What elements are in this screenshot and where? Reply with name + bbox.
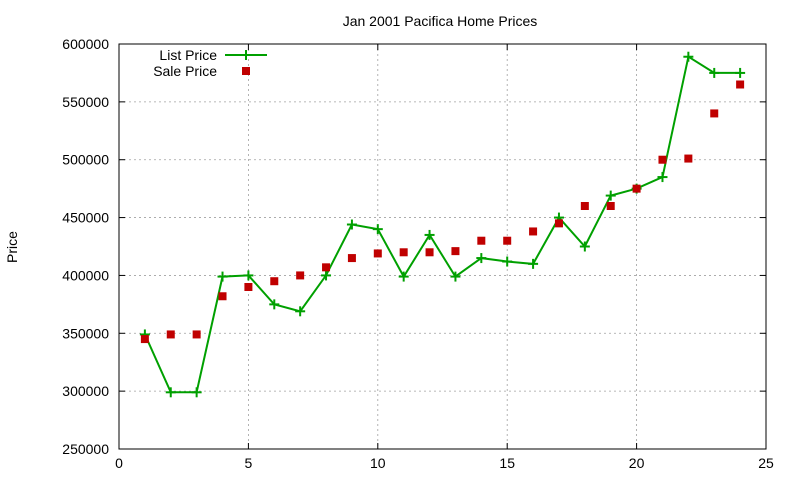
sale-price-point [425, 248, 434, 257]
list-price-point [191, 387, 202, 398]
y-tick-label: 250000 [62, 441, 109, 457]
y-tick-label: 400000 [62, 267, 109, 283]
sale-price-point [296, 271, 305, 280]
list-price-point [243, 270, 254, 281]
list-price-point [217, 271, 228, 282]
y-tick-label: 450000 [62, 210, 109, 226]
sale-price-point [529, 227, 538, 236]
legend-marker-list-price [241, 50, 251, 60]
sale-price-point [192, 330, 201, 339]
sale-price-point [140, 335, 149, 344]
list-price-point [346, 219, 357, 230]
sale-price-point [684, 154, 693, 163]
sale-price-point [270, 277, 279, 286]
y-tick-label: 300000 [62, 383, 109, 399]
sale-price-point [710, 109, 719, 118]
legend-label-sale-price: Sale Price [153, 63, 217, 79]
list-price-point [683, 51, 694, 62]
list-price-point [709, 67, 720, 78]
sale-price-point [658, 155, 667, 164]
x-tick-label: 10 [370, 455, 386, 471]
legend: List Price Sale Price [153, 47, 267, 79]
list-price-point [476, 253, 487, 264]
sale-price-point [606, 202, 615, 210]
x-tick-label: 5 [245, 455, 253, 471]
sale-price-point [632, 184, 641, 193]
x-tick-label: 25 [758, 455, 774, 471]
list-price-point [398, 271, 409, 282]
sale-price-point [322, 263, 331, 272]
x-tick-label: 15 [499, 455, 515, 471]
series-line-list-price [143, 55, 741, 394]
list-price-point [321, 270, 332, 281]
sale-price-point [477, 236, 486, 245]
chart-title: Jan 2001 Pacifica Home Prices [343, 13, 538, 29]
list-price-point [502, 256, 513, 267]
sale-price-point [218, 292, 227, 301]
y-tick-label: 550000 [62, 94, 109, 110]
list-price-point [528, 258, 539, 269]
sale-price-point [166, 330, 175, 339]
list-price-point [735, 67, 746, 78]
y-tick-label: 350000 [62, 325, 109, 341]
legend-label-list-price: List Price [159, 47, 217, 63]
list-price-point [424, 229, 435, 240]
list-price-point [605, 190, 616, 201]
series-layer [139, 51, 746, 398]
list-price-point [165, 387, 176, 398]
sale-price-point [373, 249, 382, 258]
sale-price-point [399, 248, 408, 257]
sale-price-point [244, 283, 253, 291]
sale-price-point [580, 202, 589, 210]
grid [119, 44, 766, 449]
sale-price-point [347, 254, 356, 263]
list-price-point [579, 241, 590, 252]
sale-price-point [736, 80, 745, 89]
sale-price-point [451, 247, 460, 256]
list-price-point [657, 172, 668, 183]
legend-marker-sale-price [242, 67, 250, 75]
list-price-point [295, 306, 306, 317]
axis-ticks: 0 5 10 15 20 25 250000 300000 350000 400000 450000… [62, 36, 774, 471]
sale-price-point [503, 236, 512, 245]
y-axis-label: Price [4, 231, 20, 263]
x-tick-label: 0 [115, 455, 123, 471]
plot-frame [118, 43, 767, 450]
y-tick-label: 600000 [62, 36, 109, 52]
sale-price-point [554, 219, 563, 228]
list-price-point [450, 271, 461, 282]
list-price-point [372, 224, 383, 235]
y-tick-label: 500000 [62, 152, 109, 168]
x-tick-label: 20 [629, 455, 645, 471]
list-price-point [269, 299, 280, 310]
